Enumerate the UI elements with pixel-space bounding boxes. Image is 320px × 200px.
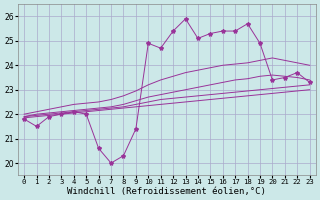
X-axis label: Windchill (Refroidissement éolien,°C): Windchill (Refroidissement éolien,°C) bbox=[68, 187, 266, 196]
